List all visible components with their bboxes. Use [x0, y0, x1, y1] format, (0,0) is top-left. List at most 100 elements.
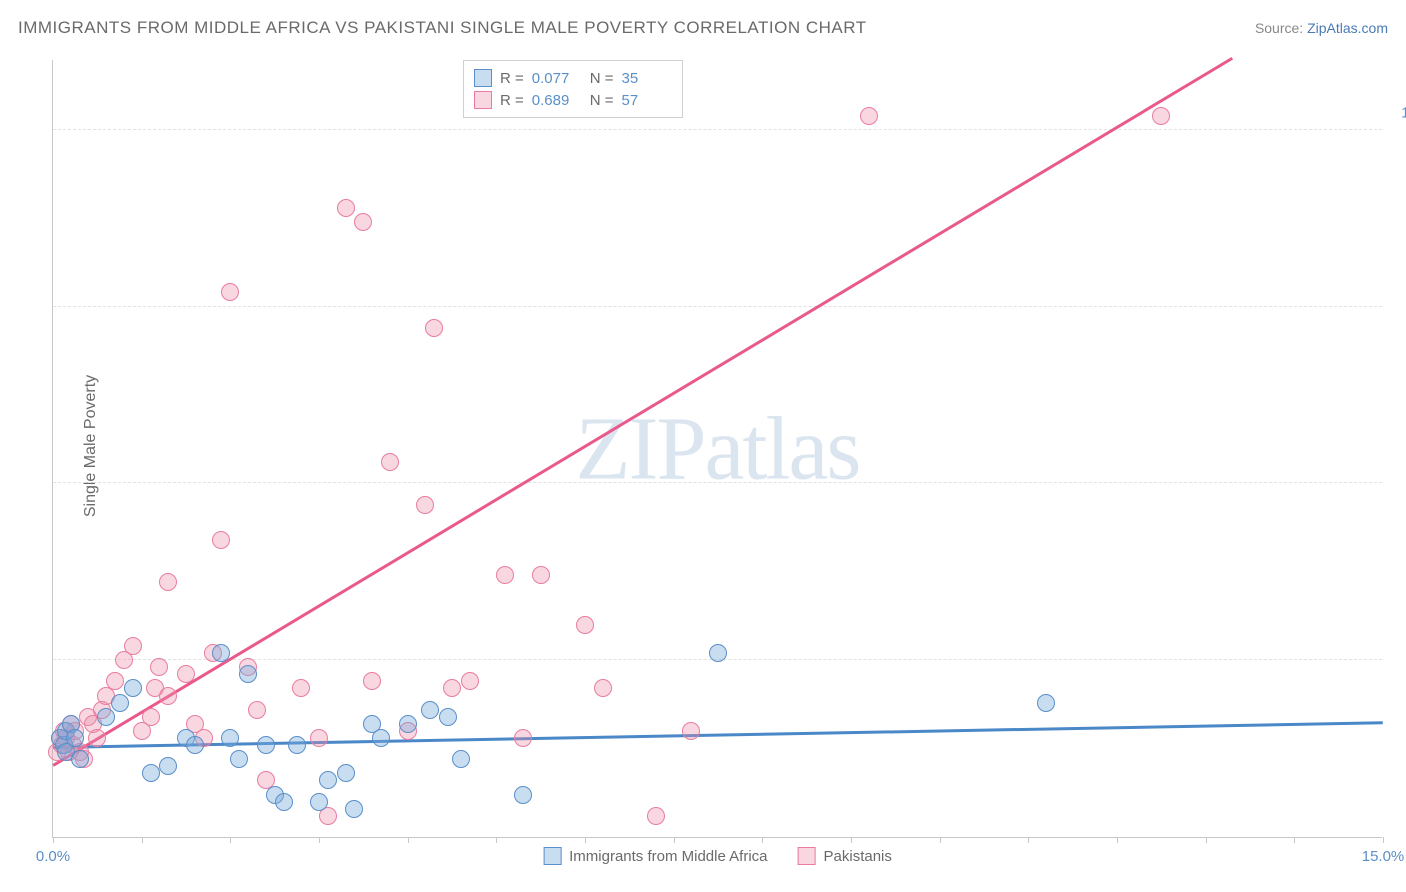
data-point [372, 729, 390, 747]
data-point [257, 736, 275, 754]
swatch-pink-icon [798, 847, 816, 865]
data-point [381, 453, 399, 471]
swatch-blue-icon [474, 69, 492, 87]
data-point [150, 658, 168, 676]
legend-label-pink: Pakistanis [824, 848, 892, 865]
data-point [354, 213, 372, 231]
legend-label-blue: Immigrants from Middle Africa [569, 848, 767, 865]
data-point [288, 736, 306, 754]
data-point [532, 566, 550, 584]
data-point [345, 800, 363, 818]
gridline-h [53, 482, 1382, 483]
data-point [106, 672, 124, 690]
data-point [425, 319, 443, 337]
x-tick [851, 837, 852, 843]
x-tick [940, 837, 941, 843]
stat-n-pink: 57 [622, 92, 672, 109]
data-point [399, 715, 417, 733]
data-point [416, 496, 434, 514]
trend-line [53, 721, 1383, 748]
x-tick [1117, 837, 1118, 843]
stat-r-label: R = [500, 70, 524, 87]
data-point [71, 750, 89, 768]
data-point [275, 793, 293, 811]
legend-stats-row-pink: R = 0.689 N = 57 [474, 89, 672, 111]
data-point [124, 679, 142, 697]
data-point [319, 771, 337, 789]
x-tick [230, 837, 231, 843]
swatch-blue-icon [543, 847, 561, 865]
data-point [310, 729, 328, 747]
data-point [66, 729, 84, 747]
stat-n-blue: 35 [622, 70, 672, 87]
data-point [594, 679, 612, 697]
x-tick [674, 837, 675, 843]
x-tick [319, 837, 320, 843]
legend-bottom: Immigrants from Middle Africa Pakistanis [543, 847, 892, 865]
data-point [647, 807, 665, 825]
data-point [159, 757, 177, 775]
data-point [576, 616, 594, 634]
data-point [124, 637, 142, 655]
x-tick [496, 837, 497, 843]
data-point [860, 107, 878, 125]
x-tick [1028, 837, 1029, 843]
data-point [421, 701, 439, 719]
data-point [88, 729, 106, 747]
source-link[interactable]: ZipAtlas.com [1307, 20, 1388, 36]
data-point [221, 283, 239, 301]
gridline-h [53, 306, 1382, 307]
data-point [514, 729, 532, 747]
data-point [177, 665, 195, 683]
data-point [212, 531, 230, 549]
data-point [142, 708, 160, 726]
data-point [292, 679, 310, 697]
scatter-plot-area: ZIPatlas R = 0.077 N = 35 R = 0.689 N = … [52, 60, 1382, 838]
data-point [443, 679, 461, 697]
x-tick [408, 837, 409, 843]
y-tick-label: 100.0% [1401, 104, 1406, 121]
stat-r-label: R = [500, 92, 524, 109]
data-point [1037, 694, 1055, 712]
watermark: ZIPatlas [576, 397, 860, 500]
data-point [496, 566, 514, 584]
x-tick [762, 837, 763, 843]
data-point [310, 793, 328, 811]
source-prefix: Source: [1255, 20, 1307, 36]
data-point [682, 722, 700, 740]
source-attribution: Source: ZipAtlas.com [1255, 20, 1388, 36]
data-point [248, 701, 266, 719]
data-point [221, 729, 239, 747]
data-point [212, 644, 230, 662]
data-point [452, 750, 470, 768]
x-tick [1294, 837, 1295, 843]
data-point [230, 750, 248, 768]
x-tick [585, 837, 586, 843]
chart-title: IMMIGRANTS FROM MIDDLE AFRICA VS PAKISTA… [18, 18, 867, 38]
data-point [239, 665, 257, 683]
legend-item-pink: Pakistanis [798, 847, 892, 865]
x-tick [142, 837, 143, 843]
data-point [709, 644, 727, 662]
data-point [111, 694, 129, 712]
data-point [159, 573, 177, 591]
x-tick [1383, 837, 1384, 843]
x-tick [1206, 837, 1207, 843]
x-tick-label: 0.0% [36, 848, 70, 865]
data-point [337, 199, 355, 217]
data-point [142, 764, 160, 782]
x-tick-label: 15.0% [1362, 848, 1405, 865]
x-tick [53, 837, 54, 843]
gridline-h [53, 129, 1382, 130]
legend-stats-box: R = 0.077 N = 35 R = 0.689 N = 57 [463, 60, 683, 118]
data-point [1152, 107, 1170, 125]
stat-n-label: N = [590, 70, 614, 87]
data-point [159, 687, 177, 705]
legend-stats-row-blue: R = 0.077 N = 35 [474, 67, 672, 89]
data-point [439, 708, 457, 726]
data-point [514, 786, 532, 804]
data-point [337, 764, 355, 782]
stat-r-blue: 0.077 [532, 70, 582, 87]
data-point [186, 736, 204, 754]
swatch-pink-icon [474, 91, 492, 109]
